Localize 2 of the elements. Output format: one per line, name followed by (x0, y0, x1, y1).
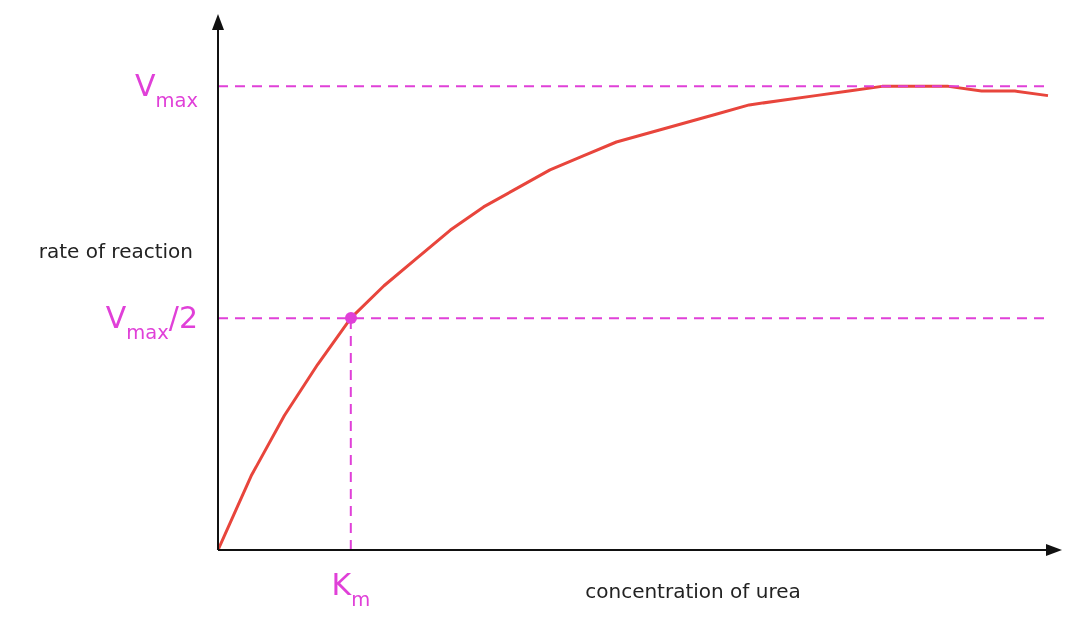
x-axis-title: concentration of urea (585, 579, 801, 603)
y-axis-title: rate of reaction (38, 238, 194, 263)
